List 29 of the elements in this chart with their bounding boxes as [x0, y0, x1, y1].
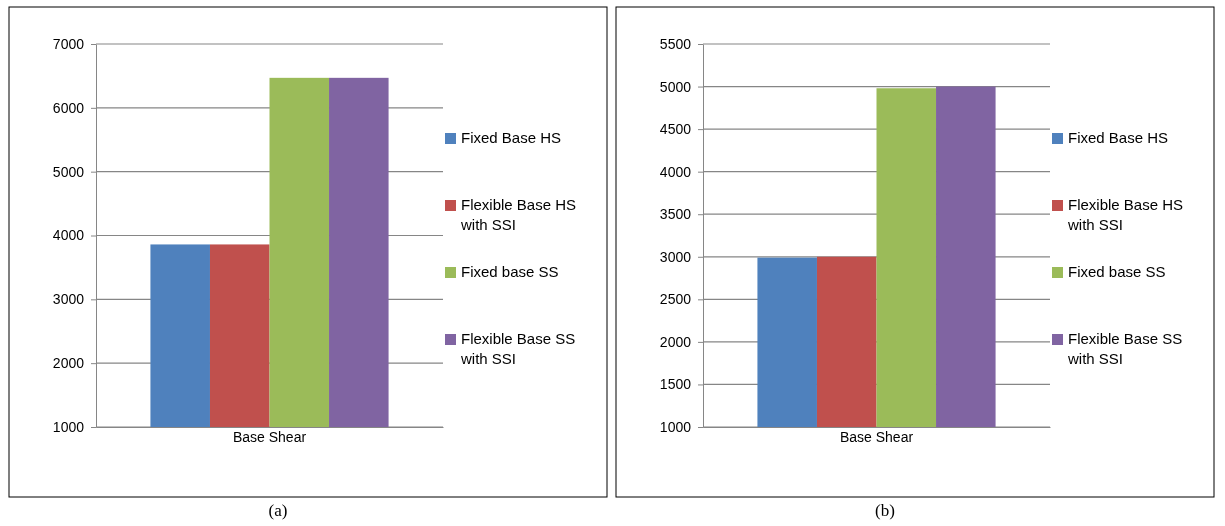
y-tick-label: 4000 [52, 227, 85, 244]
y-tick-label: 4500 [659, 121, 692, 138]
y-tick-label: 4000 [659, 163, 692, 180]
legend-label: Flexible Base HS with SSI [1067, 195, 1184, 233]
y-tick-label: 3500 [659, 206, 692, 223]
legend-label: Fixed Base HS [1068, 128, 1169, 146]
y-tick-label: 2000 [52, 355, 85, 372]
y-tick-label: 1500 [659, 376, 692, 393]
y-tick-label: 1000 [52, 418, 85, 435]
text: (b) [875, 501, 895, 520]
legend-label: Fixed base SS [1068, 262, 1166, 280]
y-tick-label: 5500 [659, 35, 692, 52]
y-tick-label: 3000 [52, 291, 85, 308]
y-tick-label: 3000 [659, 248, 692, 265]
y-tick-label: 6000 [52, 99, 85, 116]
legend-label: Flexible Base HS with SSI [460, 195, 577, 233]
legend-label: Fixed base SS [461, 262, 559, 280]
text: (a) [268, 501, 288, 520]
y-tick-label: 1000 [659, 418, 692, 435]
legend-label: Flexible Base SS with SSI [1067, 329, 1183, 367]
y-tick-label: 5000 [659, 78, 692, 95]
legend-label: Fixed Base HS [461, 128, 562, 146]
y-tick-label: 2000 [659, 333, 692, 350]
y-tick-label: 7000 [52, 35, 85, 52]
legend-label: Flexible Base SS with SSI [460, 329, 576, 367]
x-tick-label: Base Shear [839, 429, 914, 445]
x-tick-label: Base Shear [232, 429, 307, 445]
y-tick-label: 2500 [659, 291, 692, 308]
y-tick-label: 5000 [52, 163, 85, 180]
